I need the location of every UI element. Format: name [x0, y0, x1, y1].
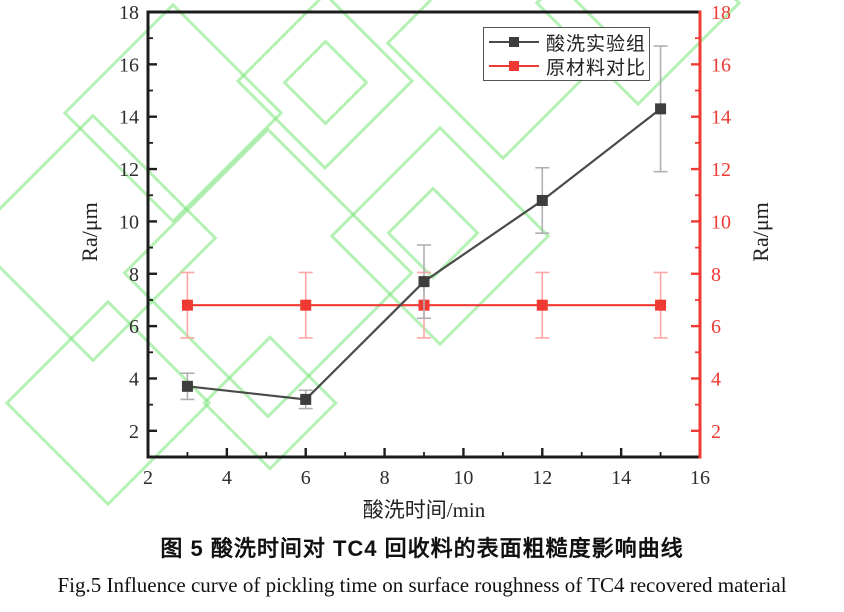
data-point-marker [536, 194, 548, 206]
y-tick-label-right: 4 [711, 368, 721, 390]
y-tick-label-right: 2 [711, 421, 721, 443]
data-point-marker [300, 393, 312, 405]
left-axis-title: Ra/μm [77, 202, 102, 262]
series-experimental [180, 45, 668, 410]
data-point-marker [181, 299, 193, 311]
y-tick-label-left: 18 [119, 2, 139, 24]
plot-frame [146, 10, 702, 459]
legend-label: 酸洗实验组 [546, 33, 647, 55]
x-tick-label: 14 [611, 467, 631, 489]
x-tick-label: 4 [222, 467, 232, 489]
y-tick-label-left: 10 [119, 211, 139, 233]
y-tick-label-right: 6 [711, 316, 721, 338]
right-axis-title: Ra/μm [748, 202, 773, 262]
legend-item-raw-material: 原材料对比 [489, 54, 647, 79]
x-tick-label: 8 [380, 467, 390, 489]
y-tick-label-right: 14 [711, 107, 731, 129]
legend-label: 原材料对比 [546, 57, 647, 79]
y-tick-label-left: 4 [129, 368, 139, 390]
x-tick-label: 12 [532, 467, 552, 489]
y-tick-label-left: 2 [129, 421, 139, 443]
legend-item-experimental: 酸洗实验组 [489, 30, 647, 55]
data-point-marker [536, 299, 548, 311]
tick-labels: 2 4 6 8 10 12 14 16 2 2 4 4 6 6 8 8 10 10 12 12 14 14 16 16 18 18 [119, 2, 731, 489]
x-tick-label: 2 [143, 467, 153, 489]
y-tick-label-right: 12 [711, 159, 731, 181]
legend: 酸洗实验组 原材料对比 [483, 27, 650, 81]
data-point-marker [181, 380, 193, 392]
x-tick-label: 6 [301, 467, 311, 489]
y-tick-label-right: 18 [711, 2, 731, 24]
x-tick-label: 16 [690, 467, 710, 489]
x-axis-title: 酸洗时间/min [362, 498, 486, 522]
y-tick-label-right: 10 [711, 211, 731, 233]
x-tick-label: 10 [453, 467, 473, 489]
line-chart: 2 4 6 8 10 12 14 16 2 2 4 4 6 6 8 8 10 10 12 12 14 14 16 16 18 18 [119, 2, 731, 489]
y-tick-label-right: 16 [711, 54, 731, 76]
y-tick-label-left: 16 [119, 54, 139, 76]
legend-marker-red-square-icon [489, 60, 539, 72]
y-tick-label-left: 6 [129, 316, 139, 338]
caption-chinese: 图 5 酸洗时间对 TC4 回收料的表面粗糙度影响曲线 [160, 536, 684, 561]
y-tick-label-left: 8 [129, 264, 139, 286]
data-point-marker [655, 103, 667, 115]
data-point-marker [300, 299, 312, 311]
y-tick-label-left: 12 [119, 159, 139, 181]
y-tick-label-left: 14 [119, 107, 139, 129]
data-point-marker [655, 299, 667, 311]
caption-english: Fig.5 Influence curve of pickling time o… [57, 573, 787, 597]
y-tick-label-right: 8 [711, 264, 721, 286]
legend-marker-black-square-icon [489, 36, 539, 48]
data-point-marker [418, 276, 430, 288]
